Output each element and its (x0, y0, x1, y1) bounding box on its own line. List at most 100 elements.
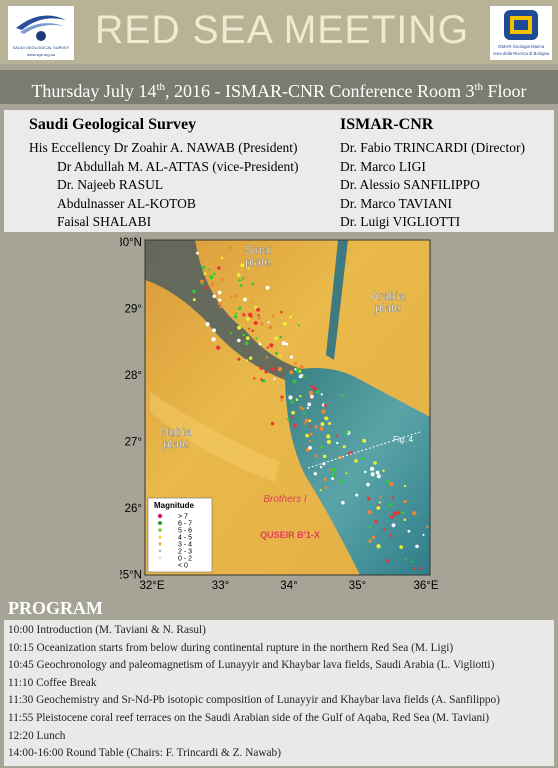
quake-dot (220, 278, 224, 282)
quake-dot (326, 439, 331, 444)
quake-dot (245, 336, 250, 341)
quake-dot (391, 523, 396, 528)
left-logo: SAUDI GEOLOGICAL SURVEY www.sgs.org.sa (8, 6, 74, 60)
participants: Saudi Geological Survey His Eccellency Dr… (4, 110, 554, 232)
quake-dot (201, 283, 204, 286)
legend-title: Magnitude (154, 501, 195, 510)
quake-dot (268, 325, 273, 330)
program-item: 10:15 Oceanization starts from below dur… (8, 641, 454, 654)
quake-dot (396, 510, 401, 515)
quake-dot (199, 279, 204, 284)
quake-dot (412, 567, 416, 570)
quake-dot (299, 394, 302, 398)
participant: His Eccellency Dr Zoahir A. NAWAB (Presi… (29, 140, 298, 155)
place-label: QUSEIR B'1-X (260, 530, 320, 540)
legend-symbol (159, 564, 161, 566)
quake-dot (412, 511, 417, 516)
quake-dot (212, 328, 216, 333)
place-label: Sinai plate (245, 243, 272, 269)
org-heading: Saudi Geological Survey (29, 116, 197, 133)
quake-dot (210, 282, 215, 287)
desert-highlight (150, 392, 280, 482)
quake-dot (266, 346, 269, 349)
quake-dot (216, 345, 221, 350)
quake-dot (324, 416, 329, 421)
legend-item: 6 - 7 (178, 521, 192, 528)
quake-dot (386, 559, 390, 563)
quake-dot (323, 403, 327, 407)
quake-dot (237, 306, 242, 311)
participant: Dr. Najeeb RASUL (57, 177, 164, 192)
subtitle-part: Floor (483, 81, 527, 101)
quake-dot (373, 461, 377, 465)
quake-dot (323, 477, 327, 482)
quake-dot (322, 454, 327, 459)
quake-dot (314, 425, 318, 429)
quake-dot (321, 409, 326, 414)
quake-dot (375, 470, 380, 475)
quake-dot (335, 434, 339, 437)
quake-dot (294, 368, 297, 371)
legend-item: < 0 (178, 563, 188, 570)
quake-dot (242, 333, 246, 337)
quake-dot (411, 560, 414, 563)
quake-dot (366, 496, 371, 501)
subtitle-sup: th (474, 81, 484, 93)
quake-dot (239, 284, 243, 287)
quake-dot (273, 377, 276, 380)
quake-dot (310, 425, 313, 428)
header: SAUDI GEOLOGICAL SURVEY www.sgs.org.sa R… (0, 0, 558, 64)
quake-dot (330, 472, 335, 476)
quake-dot (274, 336, 278, 341)
quake-dot (289, 370, 294, 375)
quake-dot (320, 422, 325, 427)
quake-dot (233, 315, 238, 319)
quake-dot (312, 386, 317, 391)
program-item: 11:10 Coffee Break (8, 676, 97, 689)
quake-dot (279, 335, 283, 339)
quake-dot (360, 457, 364, 461)
legend-item: 2 - 3 (178, 549, 192, 556)
quake-dot (226, 315, 229, 318)
quake-dot (316, 390, 320, 394)
quake-dot (340, 479, 345, 484)
program-item: 12:20 Lunch (8, 729, 66, 742)
quake-dot (320, 445, 324, 449)
quake-dot (403, 499, 407, 504)
quake-dot (242, 313, 246, 317)
lat-label: 25°N (120, 570, 142, 582)
quake-dot (302, 375, 305, 378)
quake-dot (291, 410, 295, 415)
quake-dot (258, 342, 262, 346)
quake-dot (305, 433, 309, 438)
quake-dot (319, 489, 322, 492)
quake-dot (251, 300, 255, 304)
quake-dot (217, 290, 222, 295)
quake-dot (260, 322, 264, 326)
quake-dot (279, 354, 282, 358)
program-item: 10:00 Introduction (M. Taviani & N. Rasu… (8, 624, 206, 636)
quake-dot (324, 486, 328, 490)
lon-label: 34° (280, 580, 297, 592)
program: 10:00 Introduction (M. Taviani & N. Rasu… (4, 620, 554, 766)
quake-dot (376, 505, 381, 510)
quake-dot (331, 467, 336, 472)
quake-dot (259, 366, 263, 370)
left-logo-name: SAUDI GEOLOGICAL SURVEY (13, 45, 70, 50)
legend-symbol (158, 549, 162, 553)
participant: Dr. Marco LIGI (340, 158, 426, 174)
subtitle-sup: th (156, 81, 165, 93)
map-frame (144, 239, 431, 576)
subtitle: Thursday July 14th, 2016 - ISMAR-CNR Con… (0, 70, 558, 104)
quake-dot (294, 362, 297, 365)
quake-dot (217, 266, 221, 270)
quake-dot (253, 321, 258, 325)
quake-dot (265, 285, 270, 290)
quake-dot (251, 329, 254, 333)
subtitle-part: , 2016 - ISMAR-CNR Conference Room 3 (165, 81, 475, 101)
quake-dot (376, 474, 381, 479)
quake-dot (389, 482, 394, 487)
quake-dot (285, 342, 289, 346)
gulf-of-suez (145, 240, 305, 380)
participant: Faisal SHALABI (57, 214, 152, 229)
